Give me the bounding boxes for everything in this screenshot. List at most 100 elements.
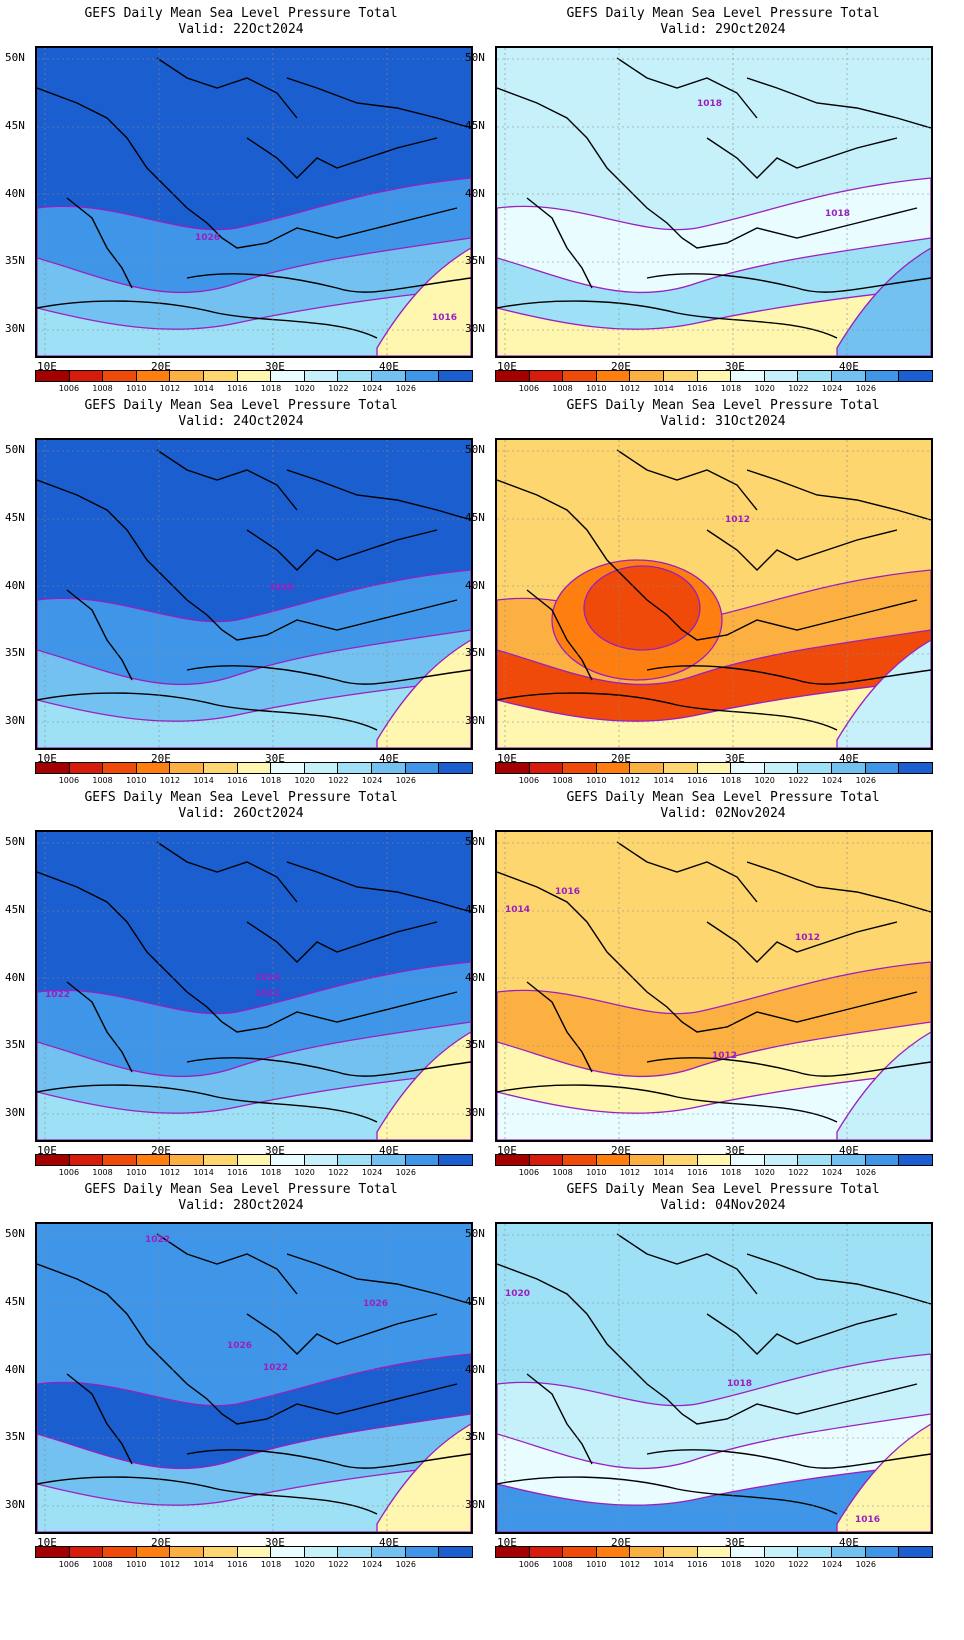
colorbar-swatch [764, 1547, 799, 1557]
colorbar-label: 1010 [586, 776, 607, 785]
colorbar-swatch [798, 1155, 833, 1165]
latitude-label: 45N [465, 903, 485, 916]
colorbar-label: 1018 [260, 776, 282, 785]
longitude-label: 10E [37, 752, 57, 765]
colorbar-label: 1022 [788, 1168, 809, 1177]
colorbar-swatch [36, 371, 70, 381]
colorbar [495, 762, 933, 774]
longitude-label: 20E [151, 360, 171, 373]
coastline [746, 1253, 931, 1305]
colorbar-label: 1010 [126, 1560, 147, 1569]
coastline [616, 57, 758, 119]
valid-date: Valid: 24Oct2024 [178, 414, 304, 429]
colorbar-label: 1018 [260, 384, 282, 393]
coastline [37, 871, 458, 1033]
title-line: GEFS Daily Mean Sea Level Pressure Total [566, 398, 880, 413]
contour-label: 1016 [555, 887, 580, 897]
contour-label: 1026 [269, 583, 294, 593]
isobar-band [376, 639, 471, 748]
coastline [526, 197, 593, 289]
colorbar-label: 1014 [193, 1168, 214, 1177]
coastline [286, 1253, 471, 1305]
colorbar-label: 1006 [58, 1560, 80, 1569]
latitude-label: 40N [5, 579, 25, 592]
coastline [706, 529, 898, 571]
colorbar-swatch [563, 371, 597, 381]
latitude-label: 35N [5, 1430, 25, 1443]
map-panel: GEFS Daily Mean Sea Level Pressure Total… [0, 1176, 482, 1586]
longitude-label: 10E [497, 752, 517, 765]
longitude-label: 10E [497, 1536, 517, 1549]
colorbar-swatch [237, 371, 272, 381]
colorbar-label: 1022 [328, 776, 349, 785]
longitude-label: 30E [725, 1536, 745, 1549]
pressure-map: 1022 1024 1022 [35, 830, 473, 1142]
latitude-label: 30N [465, 1498, 485, 1511]
colorbar-label: 1008 [552, 1168, 573, 1177]
colorbar-label: 1014 [653, 1560, 674, 1569]
coastline [616, 449, 758, 511]
contour-label: 1024 [255, 973, 280, 983]
colorbar-label: 1012 [619, 384, 641, 393]
panel-title: GEFS Daily Mean Sea Level Pressure Total… [0, 6, 482, 38]
coastline [497, 87, 918, 249]
coastline [66, 197, 133, 289]
colorbar-label: 1026 [395, 1168, 416, 1177]
colorbar-swatch [832, 371, 866, 381]
colorbar-swatch [865, 1155, 900, 1165]
latitude-label: 30N [5, 714, 25, 727]
colorbar-label: 1022 [788, 384, 809, 393]
contour-label: 1026 [227, 1341, 252, 1351]
latitude-label: 50N [465, 51, 485, 64]
colorbar-label: 1022 [328, 1560, 349, 1569]
colorbar-label: 1026 [395, 776, 416, 785]
colorbar-swatch [405, 1547, 440, 1557]
colorbar-swatch [529, 763, 564, 773]
colorbar-swatch [372, 763, 406, 773]
isobar-band [836, 1423, 931, 1532]
coastline [646, 665, 931, 685]
colorbar-swatch [372, 371, 406, 381]
valid-date: Valid: 31Oct2024 [660, 414, 786, 429]
latitude-label: 45N [465, 511, 485, 524]
colorbar-swatch [563, 763, 597, 773]
longitude-label: 30E [265, 1144, 285, 1157]
colorbar-swatch [764, 1155, 799, 1165]
latitude-label: 50N [5, 51, 25, 64]
latitude-label: 50N [5, 835, 25, 848]
colorbar-label: 1012 [159, 1560, 181, 1569]
coastline [646, 273, 931, 293]
colorbar-label: 1020 [294, 1560, 315, 1569]
colorbar-swatch [596, 1547, 631, 1557]
latitude-label: 45N [465, 1295, 485, 1308]
colorbar-swatch [865, 1547, 900, 1557]
colorbar-swatch [596, 763, 631, 773]
map-panel: GEFS Daily Mean Sea Level Pressure Total… [465, 0, 964, 410]
colorbar-swatch [664, 763, 698, 773]
colorbar-label: 1010 [126, 384, 147, 393]
colorbar-label: 1022 [788, 1560, 809, 1569]
colorbar-label: 1006 [518, 384, 540, 393]
contour-label: 1018 [825, 209, 850, 219]
coastline [646, 1057, 931, 1077]
latitude-label: 35N [465, 1430, 485, 1443]
colorbar-label: 1020 [294, 384, 315, 393]
colorbar-label: 1016 [687, 1168, 708, 1177]
isobar-band [836, 247, 931, 356]
contour-label: 1018 [697, 99, 722, 109]
contour-label: 1022 [145, 1235, 170, 1245]
contour-label: 1026 [195, 233, 220, 243]
colorbar-swatch [664, 371, 698, 381]
panel-title: GEFS Daily Mean Sea Level Pressure Total… [0, 398, 482, 430]
colorbar-label: 1016 [687, 776, 708, 785]
coastline [526, 1373, 593, 1465]
title-line: GEFS Daily Mean Sea Level Pressure Total [566, 6, 880, 21]
coastline [66, 589, 133, 681]
colorbar-swatch [170, 1547, 205, 1557]
colorbar-label: 1020 [294, 1168, 315, 1177]
longitude-label: 20E [611, 1536, 631, 1549]
colorbar-label: 1022 [788, 776, 809, 785]
longitude-label: 10E [497, 1144, 517, 1157]
colorbar-swatch [271, 763, 305, 773]
colorbar-swatch [103, 763, 137, 773]
